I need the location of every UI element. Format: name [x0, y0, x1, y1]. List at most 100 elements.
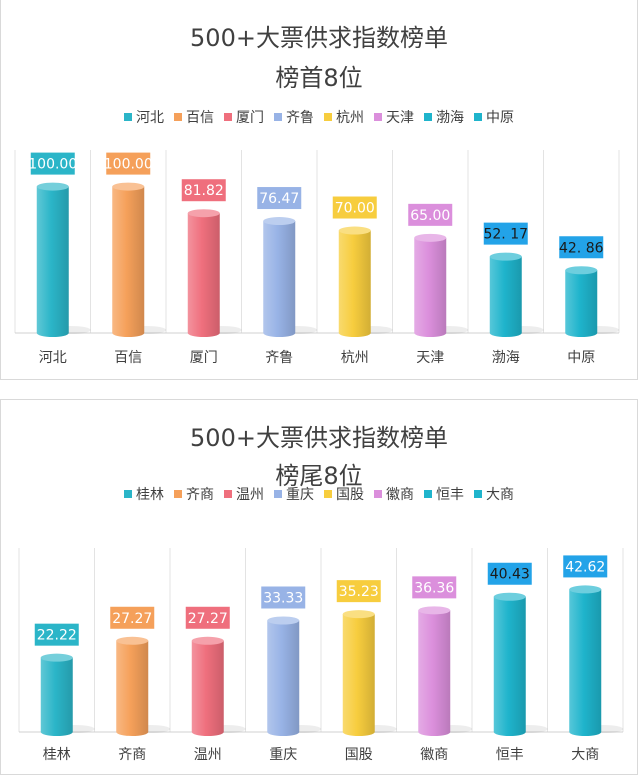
- category-label: 恒丰: [496, 747, 524, 763]
- legend-label: 大商: [486, 487, 514, 503]
- bar-cap: [116, 636, 149, 645]
- category-label: 杭州: [341, 350, 369, 366]
- legend-item: 温州: [224, 484, 264, 504]
- chart-title: 500+大票供求指数榜单: [190, 24, 448, 52]
- legend-swatch: [424, 113, 432, 121]
- value-label: 100.00: [28, 157, 77, 173]
- bar: [263, 221, 296, 337]
- category-label: 大商: [571, 747, 599, 763]
- bar-cap: [569, 585, 602, 594]
- bar: [191, 640, 224, 736]
- legend-item: 中原: [474, 107, 514, 127]
- category-label: 齐商: [118, 747, 146, 763]
- legend-label: 齐鲁: [286, 110, 314, 126]
- legend-label: 桂林: [136, 487, 164, 503]
- legend-item: 渤海: [424, 107, 464, 127]
- legend-label: 温州: [236, 487, 264, 503]
- value-label-bg: [483, 222, 528, 245]
- bar-cap: [489, 252, 522, 261]
- legend-label: 中原: [486, 110, 514, 126]
- category-label: 徽商: [420, 747, 448, 763]
- legend-item: 徽商: [374, 484, 414, 504]
- bar: [338, 230, 371, 337]
- value-label: 42.62: [565, 559, 605, 575]
- bar: [187, 213, 220, 337]
- bar: [414, 237, 447, 337]
- legend-swatch: [474, 490, 482, 498]
- legend-swatch: [224, 490, 232, 498]
- bar-cap: [187, 209, 220, 218]
- value-label-bg: [412, 576, 457, 599]
- value-label-bg: [487, 562, 532, 585]
- legend-swatch: [324, 490, 332, 498]
- bar-cap: [36, 182, 69, 191]
- bar-cap: [40, 653, 73, 662]
- bar: [418, 610, 451, 736]
- legend-item: 天津: [374, 107, 414, 127]
- bar: [342, 614, 375, 736]
- value-label-bg: [110, 606, 155, 629]
- category-label: 天津: [416, 350, 444, 366]
- value-label: 27.27: [112, 611, 152, 627]
- value-label: 33.33: [263, 590, 303, 606]
- bar: [569, 589, 602, 736]
- value-label: 42. 86: [559, 240, 604, 256]
- category-label: 百信: [114, 350, 142, 366]
- legend-item: 百信: [174, 107, 214, 127]
- legend-swatch: [224, 113, 232, 121]
- legend-label: 齐商: [186, 487, 214, 503]
- value-label-bg: [185, 606, 230, 629]
- legend-label: 杭州: [336, 110, 364, 126]
- value-label: 40.43: [490, 567, 530, 583]
- bar-cap: [112, 182, 145, 191]
- category-label: 河北: [39, 350, 67, 366]
- legend-swatch: [174, 113, 182, 121]
- legend-swatch: [124, 113, 132, 121]
- bar-cap: [267, 616, 300, 625]
- category-label: 齐鲁: [265, 350, 293, 366]
- legend-item: 重庆: [274, 484, 314, 504]
- chart-legend: 河北 百信 厦门 齐鲁 杭州 天津 渤海 中原: [1, 107, 637, 127]
- legend-item: 齐商: [174, 484, 214, 504]
- bar: [116, 640, 149, 736]
- value-label: 35.23: [339, 584, 379, 600]
- value-label: 81.82: [184, 183, 224, 199]
- bar-cap: [493, 592, 526, 601]
- legend-item: 桂林: [124, 484, 164, 504]
- bar-chart-top: 100.00 河北 100.00 百信 81.82 厦门 76.47 齐鲁 70.00 杭州 65.…: [14, 150, 620, 366]
- legend-item: 恒丰: [424, 484, 464, 504]
- legend-swatch: [274, 113, 282, 121]
- legend-item: 国股: [324, 484, 364, 504]
- bar: [112, 186, 145, 337]
- legend-label: 河北: [136, 110, 164, 126]
- value-label: 70.00: [335, 201, 375, 217]
- value-label-bg: [257, 187, 302, 210]
- legend-item: 厦门: [224, 107, 264, 127]
- legend-swatch: [474, 113, 482, 121]
- chart-panel-bottom: 500+大票供求指数榜单 榜尾8位 桂林 齐商 温州 重庆 国股 徽商 恒丰 大商 22.22…: [0, 399, 638, 775]
- legend-label: 天津: [386, 110, 414, 126]
- value-label-bg: [261, 586, 306, 609]
- category-label: 厦门: [190, 350, 218, 366]
- legend-label: 国股: [336, 487, 364, 503]
- legend-swatch: [274, 490, 282, 498]
- chart-subtitle: 榜尾8位: [275, 462, 363, 490]
- legend-item: 河北: [124, 107, 164, 127]
- legend-label: 厦门: [236, 110, 264, 126]
- bar: [267, 620, 300, 736]
- legend-item: 杭州: [324, 107, 364, 127]
- bar-cap: [263, 217, 296, 226]
- value-label-bg: [34, 623, 79, 646]
- legend-swatch: [124, 490, 132, 498]
- legend-label: 百信: [186, 110, 214, 126]
- category-label: 国股: [345, 747, 373, 763]
- bar: [489, 256, 522, 337]
- value-label: 27.27: [188, 611, 228, 627]
- value-label: 36.36: [414, 580, 454, 596]
- legend-swatch: [174, 490, 182, 498]
- value-label-bg: [408, 203, 453, 226]
- value-label-bg: [30, 152, 75, 175]
- bar: [493, 596, 526, 736]
- legend-label: 恒丰: [436, 487, 464, 503]
- value-label: 65.00: [410, 208, 450, 224]
